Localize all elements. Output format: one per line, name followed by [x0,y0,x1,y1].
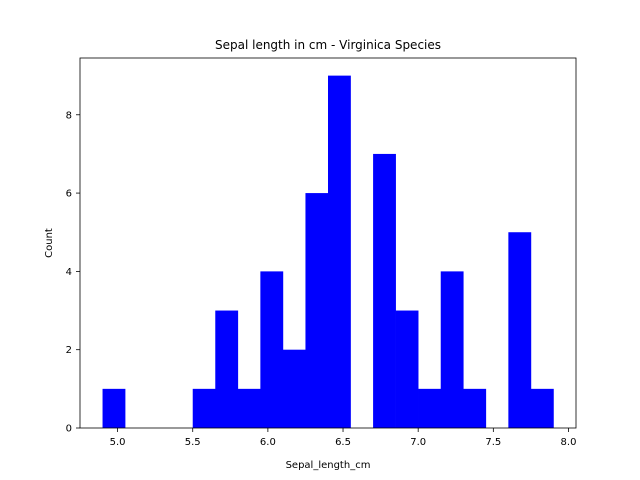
histogram-bar [508,232,532,428]
histogram-bar [328,75,351,428]
y-tick-label: 0 [66,424,72,435]
x-tick-label: 6.0 [260,437,276,448]
x-tick-label: 8.0 [561,437,577,448]
histogram-bar [102,388,126,428]
x-tick-label: 7.0 [410,437,426,448]
histogram-bar [260,271,284,428]
x-axis-ticks: 5.0 5.5 6.0 6.5 7.0 7.5 8.0 [110,428,577,448]
y-tick-label: 2 [66,345,72,356]
y-tick-label: 6 [66,189,72,200]
y-tick-label: 4 [66,267,72,278]
x-tick-label: 7.5 [485,437,501,448]
histogram-bar [373,153,396,429]
x-axis-label: Sepal_length_cm [286,460,371,471]
histogram-bar [282,349,306,428]
x-tick-label: 5.5 [185,437,201,448]
y-axis-label: Count [44,228,55,258]
histogram-bar [463,388,487,428]
histogram-bar [237,388,261,428]
histogram-bar [530,388,554,428]
histogram-bar [192,388,216,428]
x-tick-label: 6.5 [335,437,351,448]
plot-frame [79,57,577,429]
bars-group [102,75,554,429]
histogram-bar [395,310,419,428]
chart-title: Sepal length in cm - Virginica Species [215,38,441,52]
histogram-bar [305,193,329,428]
y-axis-ticks: 0 2 4 6 8 [66,110,80,435]
y-tick-label: 8 [66,110,72,121]
histogram-bar [440,271,464,428]
histogram-bar [418,388,442,428]
x-tick-label: 5.0 [110,437,126,448]
histogram-bar [215,310,239,428]
